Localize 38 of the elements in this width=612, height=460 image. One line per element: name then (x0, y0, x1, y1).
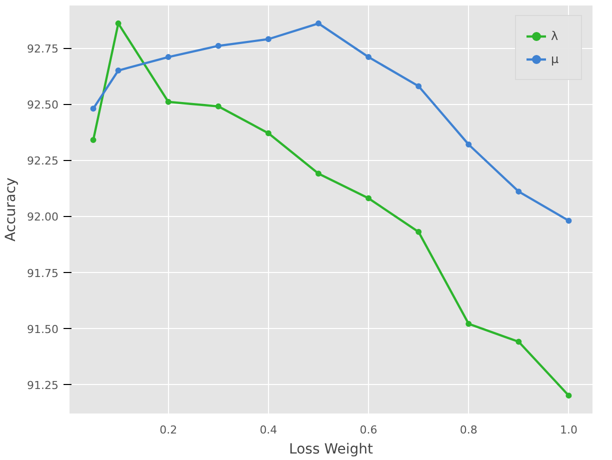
y-tick-label: 92.50 (27, 98, 59, 112)
point (416, 83, 422, 90)
x-tick-label: 0.6 (360, 424, 378, 436)
y-tick-label: 91.25 (27, 378, 59, 392)
x-tick-label: 0.4 (260, 424, 278, 436)
y-tick-label: 92.00 (27, 210, 59, 224)
point (566, 392, 572, 399)
y-axis-title: Accuracy (3, 178, 20, 242)
point (366, 195, 372, 202)
point (215, 103, 222, 110)
point (165, 98, 172, 105)
point (265, 130, 272, 136)
point (315, 20, 322, 26)
x-tick-label: 0.2 (160, 424, 178, 436)
x-axis-title: Loss Weight (289, 442, 374, 458)
point (165, 54, 172, 60)
point (115, 68, 122, 74)
y-tick-label: 92.25 (27, 154, 59, 168)
point (265, 36, 272, 42)
point (90, 137, 96, 143)
point (315, 170, 322, 177)
point (215, 42, 222, 49)
point (566, 218, 572, 224)
point (466, 320, 472, 327)
point (90, 106, 96, 112)
legend-label: λ (551, 29, 560, 43)
legend-label: μ (551, 52, 560, 66)
point (516, 188, 522, 195)
y-tick-label: 91.50 (27, 322, 59, 336)
point (115, 20, 122, 26)
point (516, 338, 522, 345)
point (466, 141, 472, 148)
x-tick-label: 0.8 (460, 424, 478, 436)
y-tick-label: 91.75 (27, 266, 59, 280)
point (366, 54, 372, 60)
point (416, 228, 422, 235)
y-tick-label: 92.75 (27, 42, 59, 56)
x-tick-label: 1.0 (560, 424, 578, 436)
